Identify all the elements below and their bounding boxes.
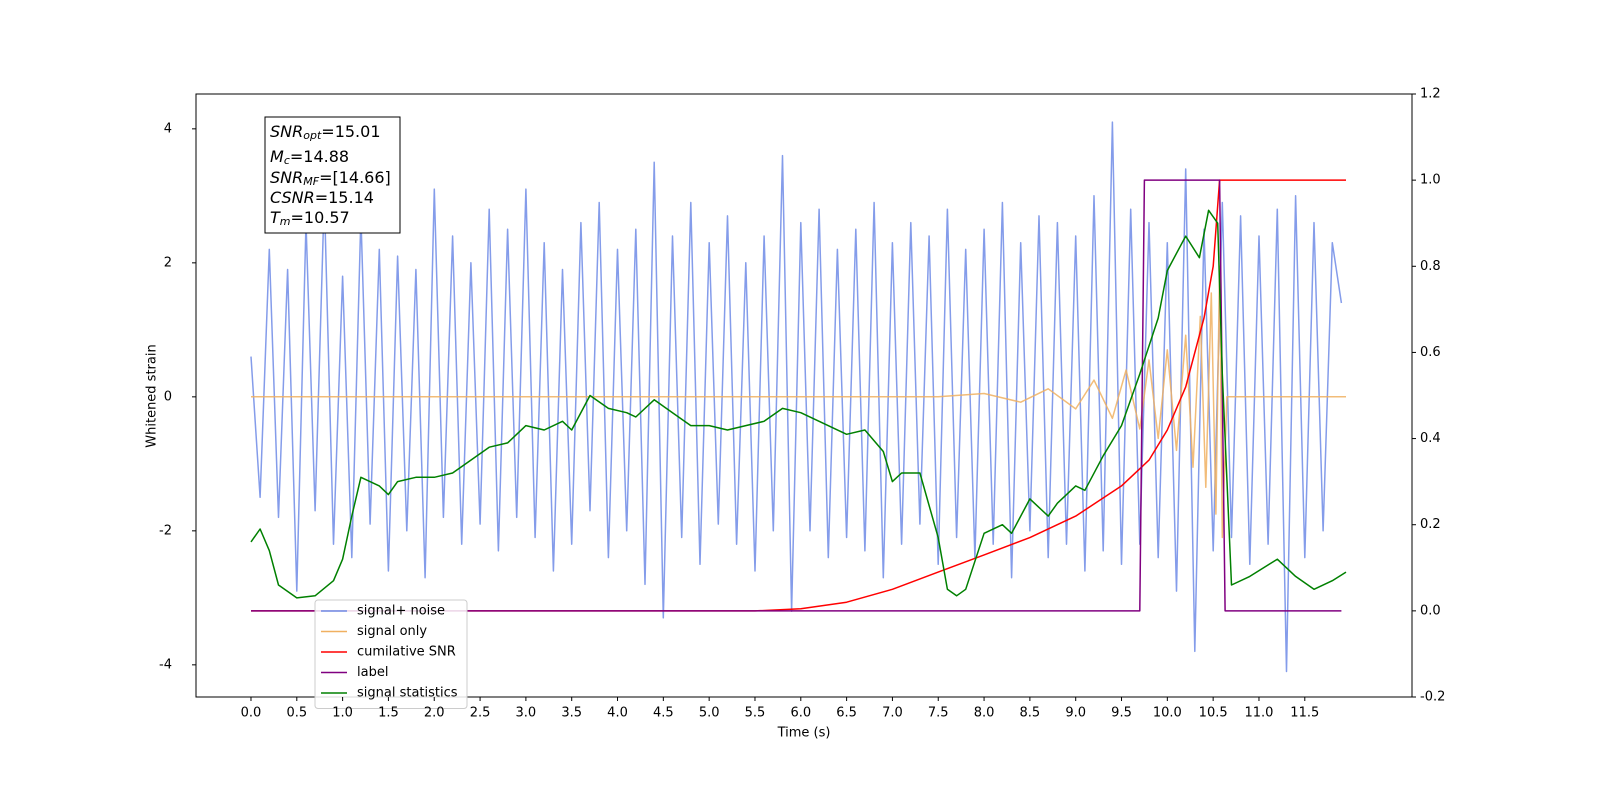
annotation-value: =14.88 xyxy=(290,147,349,166)
x-tick-label: 9.5 xyxy=(1111,706,1132,721)
x-tick-label: 1.5 xyxy=(378,706,399,721)
y-tick-label: 4 xyxy=(164,121,172,136)
annotation-box xyxy=(264,116,401,234)
series-line xyxy=(251,179,1346,612)
annotation-value: =15.01 xyxy=(321,122,380,141)
y-tick-label: -2 xyxy=(159,523,172,538)
series-line xyxy=(251,179,1342,612)
x-tick-label: 4.0 xyxy=(607,706,628,721)
y-axis-label: Whitened strain xyxy=(145,344,160,447)
series-line xyxy=(251,265,1346,539)
annotation-subscript: opt xyxy=(303,129,322,142)
legend-label: cumilative SNR xyxy=(357,645,456,660)
annotation-line: SNRopt=15.01 xyxy=(270,122,381,143)
series-line xyxy=(250,121,1343,673)
y-tick-label: 2 xyxy=(164,255,172,270)
x-tick-label: 5.5 xyxy=(745,706,766,721)
y2-tick-label: 0.2 xyxy=(1420,517,1441,532)
x-axis-label: Time (s) xyxy=(777,726,831,741)
annotation-symbol: SNR xyxy=(270,168,303,187)
annotation-line: SNRMF=[14.66] xyxy=(270,168,391,189)
y2-tick-label: 1.2 xyxy=(1420,87,1441,102)
annotation-symbol: CSNR xyxy=(270,188,315,207)
x-tick-label: 8.0 xyxy=(974,706,995,721)
annotation-subscript: c xyxy=(284,154,290,167)
x-tick-label: 5.0 xyxy=(699,706,720,721)
plot-area xyxy=(250,121,1347,673)
legend-label: signal statistics xyxy=(357,686,458,701)
x-tick-label: 0.5 xyxy=(286,706,307,721)
legend-label: label xyxy=(357,665,388,680)
x-tick-label: 6.0 xyxy=(790,706,811,721)
x-tick-label: 11.0 xyxy=(1244,706,1273,721)
x-tick-label: 2.0 xyxy=(424,706,445,721)
x-tick-label: 10.0 xyxy=(1153,706,1182,721)
annotation-line: Mc=14.88 xyxy=(270,147,349,168)
annotation: SNRopt=15.01Mc=14.88SNRMF=[14.66]CSNR=15… xyxy=(270,122,391,229)
y2-tick-label: 0.0 xyxy=(1420,603,1441,618)
annotation-symbol: M xyxy=(270,147,284,166)
x-tick-label: 7.0 xyxy=(882,706,903,721)
annotation-value: =10.57 xyxy=(291,208,350,227)
x-tick-label: 7.5 xyxy=(928,706,949,721)
annotation-symbol: T xyxy=(270,208,281,227)
annotation-value: =[14.66] xyxy=(319,168,391,187)
annotation-line: Tm=10.57 xyxy=(270,208,350,229)
y-tick-label: 0 xyxy=(164,389,172,404)
x-tick-label: 3.0 xyxy=(516,706,537,721)
x-tick-label: 8.5 xyxy=(1020,706,1041,721)
y2-tick-label: 0.6 xyxy=(1420,345,1441,360)
annotation-line: CSNR=15.14 xyxy=(270,188,374,207)
legend-box xyxy=(314,599,468,709)
x-tick-label: 3.5 xyxy=(561,706,582,721)
x-tick-label: 6.5 xyxy=(836,706,857,721)
y2-tick-label: 1.0 xyxy=(1420,173,1441,188)
y2-tick-label: 0.8 xyxy=(1420,259,1441,274)
annotation-subscript: MF xyxy=(303,175,319,188)
legend-label: signal+ noise xyxy=(357,604,445,619)
x-tick-label: 1.0 xyxy=(332,706,353,721)
x-tick-label: 11.5 xyxy=(1290,706,1319,721)
x-tick-label: 4.5 xyxy=(653,706,674,721)
y2-tick-label: 0.4 xyxy=(1420,431,1441,446)
annotation-symbol: SNR xyxy=(270,122,303,141)
series-line xyxy=(250,209,1347,599)
legend: signal+ noise signal only cumilative SNR la… xyxy=(314,599,468,709)
x-tick-label: 10.5 xyxy=(1199,706,1228,721)
x-tick-label: 0.0 xyxy=(241,706,262,721)
annotation-subscript: m xyxy=(280,215,291,228)
annotation-value: =15.14 xyxy=(315,188,374,207)
y-tick-label: -4 xyxy=(159,657,172,672)
x-tick-label: 9.0 xyxy=(1065,706,1086,721)
legend-label: signal only xyxy=(357,624,427,639)
x-tick-label: 2.5 xyxy=(470,706,491,721)
axes-frame xyxy=(195,93,1413,698)
y2-tick-label: -0.2 xyxy=(1420,690,1445,705)
